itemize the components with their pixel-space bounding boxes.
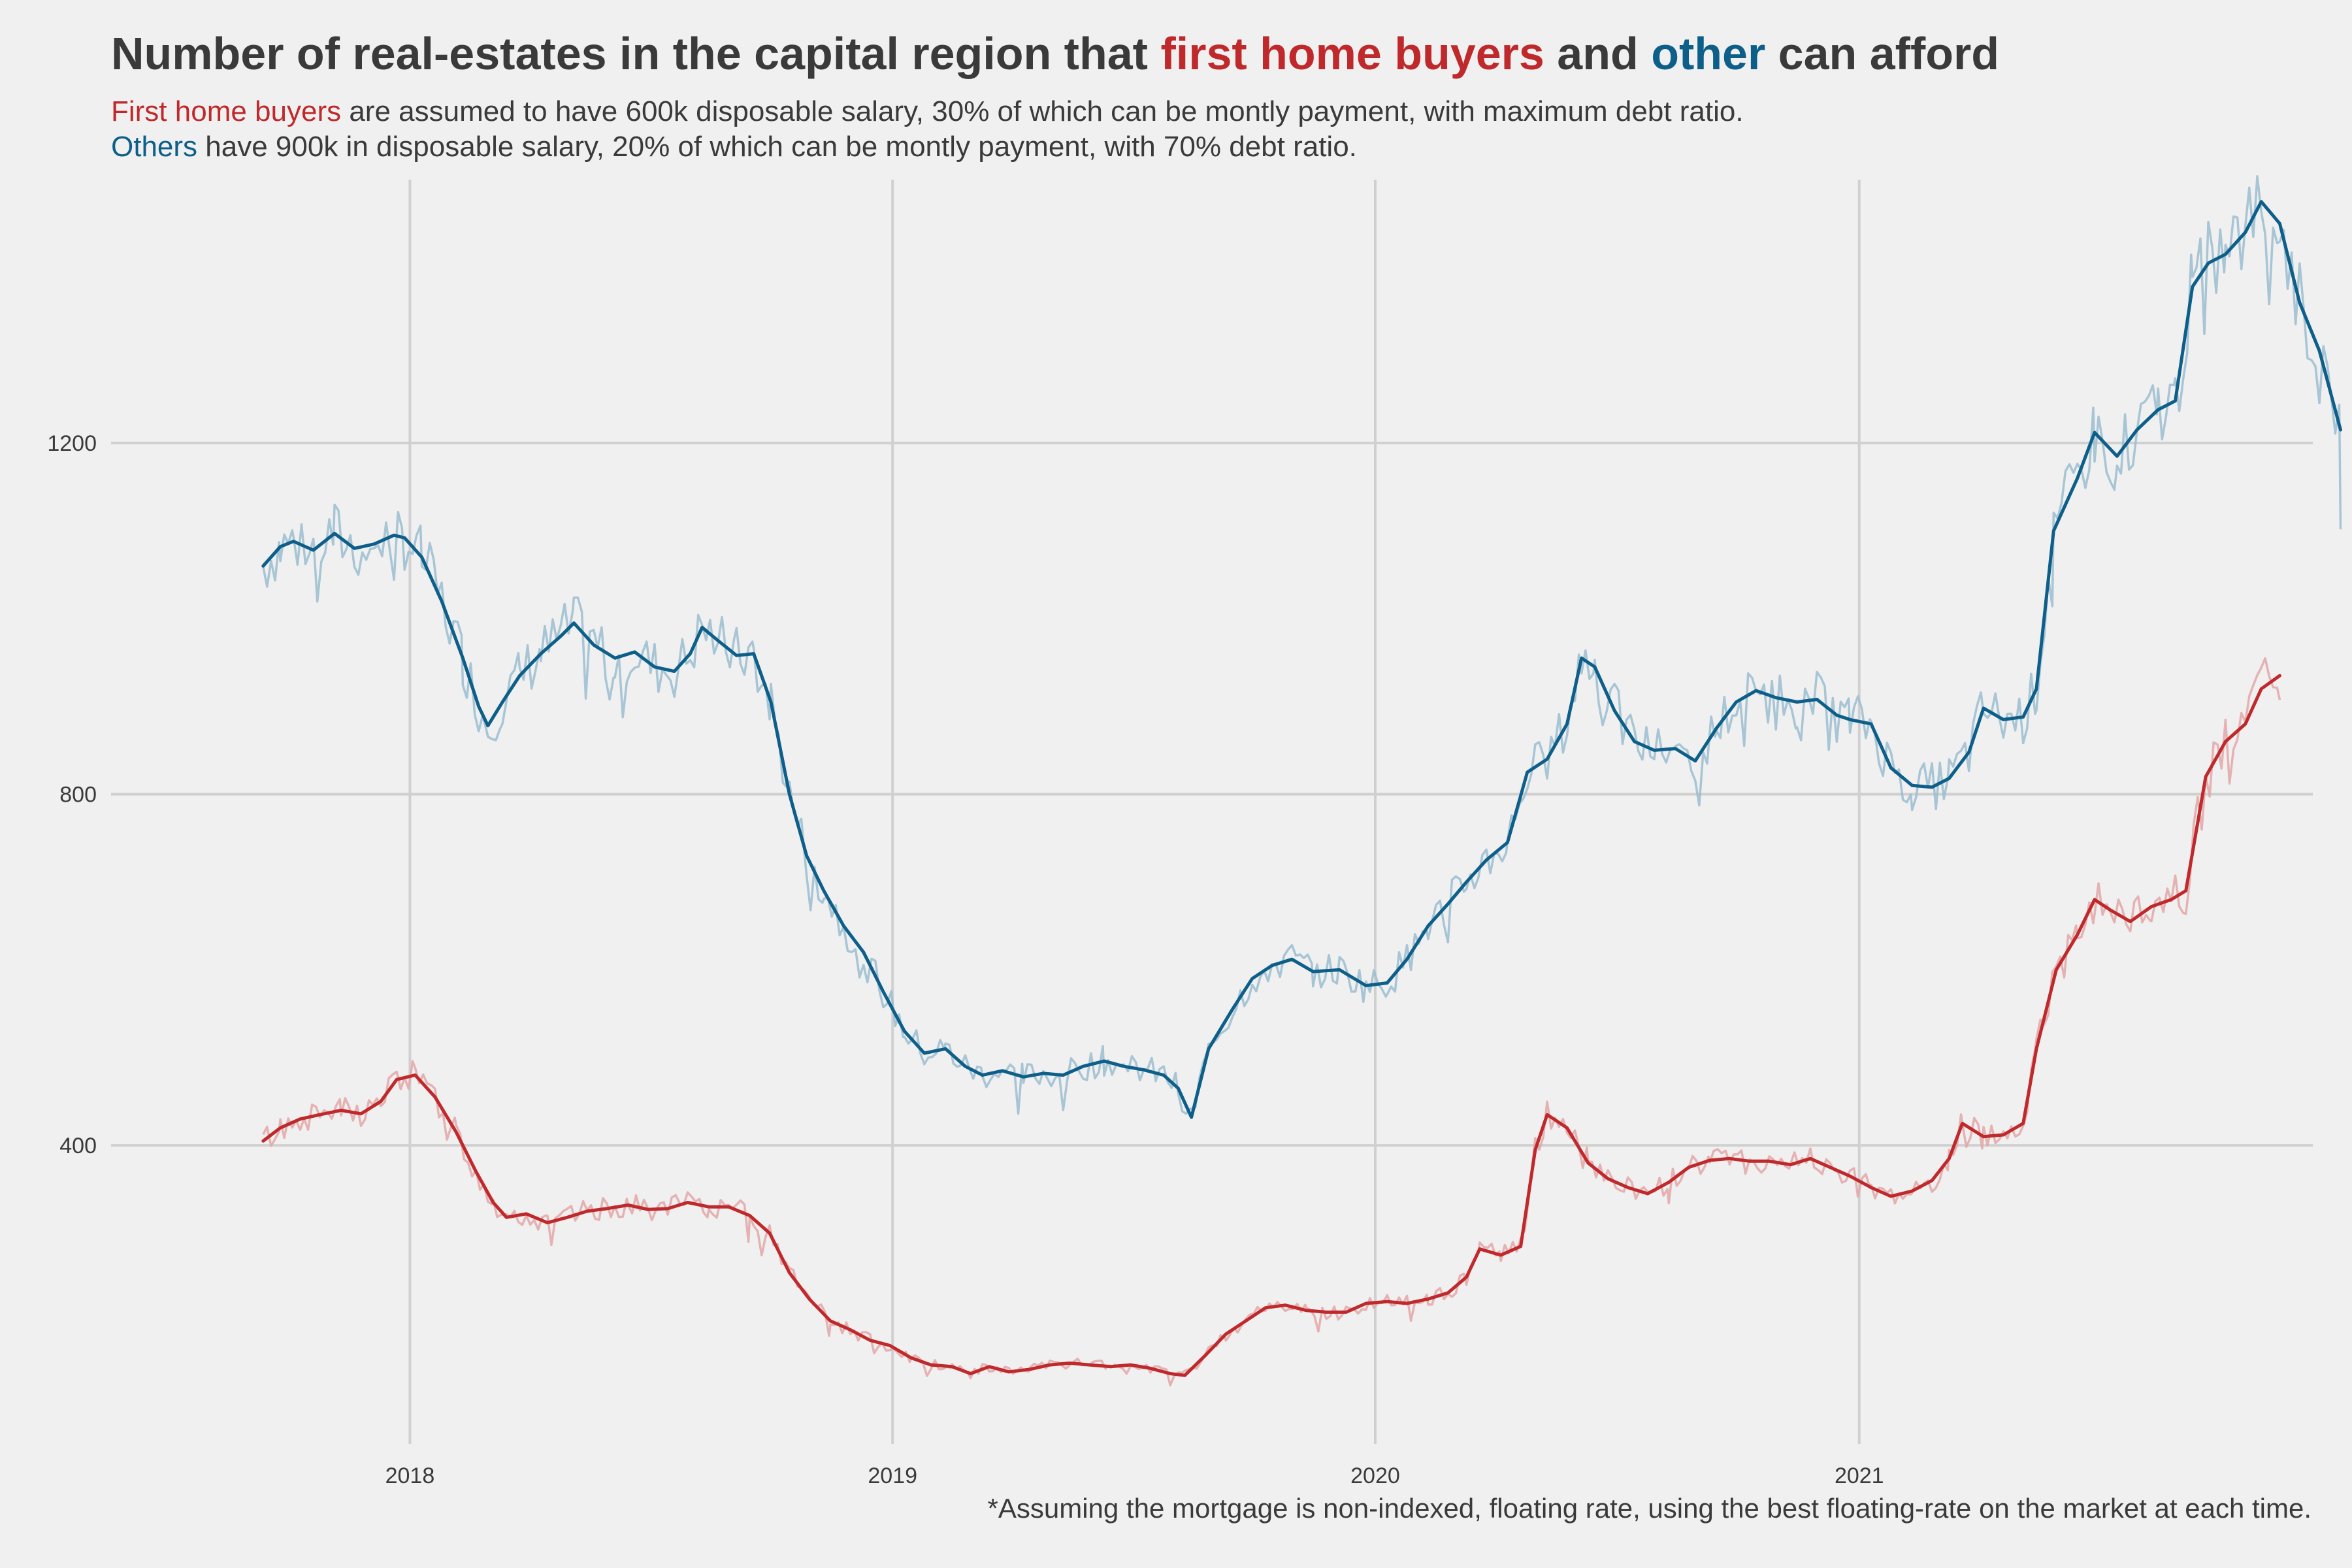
x-tick-label: 2020 [1350, 1463, 1400, 1488]
series-first_home_buyers [261, 657, 2281, 1387]
raw-line-first_home_buyers [262, 657, 2281, 1387]
y-tick-label: 800 [59, 783, 97, 808]
x-tick-label: 2018 [385, 1463, 435, 1488]
title-part-3: can afford [1765, 28, 2000, 79]
subtitle-line-2: Others have 900k in disposable salary, 2… [111, 131, 1357, 163]
smoothed-line-first_home_buyers [261, 674, 2281, 1377]
series-others [261, 175, 2342, 1119]
chart-title: Number of real-estates in the capital re… [111, 27, 1999, 80]
x-tick-label: 2021 [1835, 1463, 1884, 1488]
subtitle-line-1-text: are assumed to have 600k disposable sala… [341, 95, 1744, 127]
title-part-2: and [1544, 28, 1652, 79]
subtitle-highlight-first-home-buyers: First home buyers [111, 95, 342, 127]
y-tick-label: 1200 [47, 431, 97, 456]
subtitle-highlight-others: Others [111, 131, 198, 163]
subtitle-line-2-text: have 900k in disposable salary, 20% of w… [197, 131, 1357, 163]
title-highlight-first-home-buyers: first home buyers [1160, 28, 1544, 79]
title-highlight-other: other [1651, 28, 1766, 79]
grid [111, 180, 2313, 1444]
raw-line-others [262, 175, 2342, 1115]
title-part-1: Number of real-estates in the capital re… [111, 28, 1161, 79]
y-tick-label: 400 [59, 1134, 97, 1158]
footnote: *Assuming the mortgage is non-indexed, f… [987, 1493, 2311, 1524]
smoothed-line-others [261, 200, 2342, 1119]
subtitle-line-1: First home buyers are assumed to have 60… [111, 95, 1744, 128]
x-tick-label: 2019 [868, 1463, 917, 1488]
